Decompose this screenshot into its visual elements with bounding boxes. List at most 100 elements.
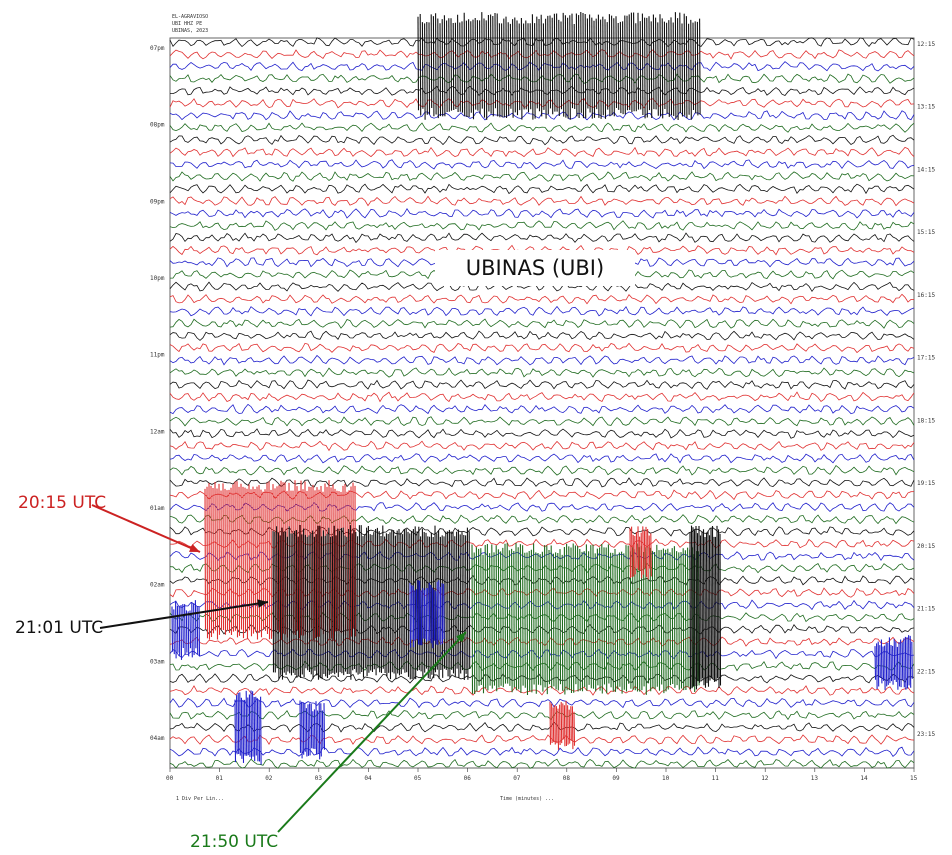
trace-line bbox=[169, 171, 915, 182]
header-line-1: EL-AGRAVIOSO bbox=[172, 14, 209, 20]
burst-red-3 bbox=[629, 526, 652, 580]
trace-line bbox=[169, 330, 915, 341]
x-tick-label: 14 bbox=[860, 775, 868, 782]
y-right-tick-label: 18:15 bbox=[917, 417, 935, 424]
plot-frame bbox=[169, 37, 915, 769]
trace-line bbox=[169, 146, 915, 158]
callout-arrows bbox=[91, 504, 467, 833]
y-right-tick-label: 23:15 bbox=[917, 731, 935, 738]
trace-line bbox=[169, 465, 915, 476]
callout-2101: 21:01 UTC bbox=[15, 618, 104, 638]
trace-line bbox=[169, 526, 915, 537]
callout-2015: 20:15 UTC bbox=[18, 493, 107, 513]
trace-line bbox=[169, 208, 915, 219]
arrow-2101-head bbox=[257, 599, 268, 608]
y-right-tick-label: 22:15 bbox=[917, 668, 935, 675]
header-info: EL-AGRAVIOSO UBI HHZ PE UBINAS, 2023 bbox=[172, 14, 208, 35]
trace-line bbox=[169, 709, 915, 721]
callout-2150: 21:50 UTC bbox=[190, 832, 279, 852]
y-left-tick-label: 10pm bbox=[150, 275, 165, 282]
y-axis-left-ticks: 07pm 08pm 09pm 10pm 11pm 12am 01am 02am 03am 04am bbox=[150, 45, 165, 742]
arrow-2015-head bbox=[189, 544, 200, 552]
trace-line bbox=[169, 636, 915, 647]
y-right-tick-label: 17:15 bbox=[917, 355, 935, 362]
trace-line bbox=[169, 318, 915, 329]
trace-line bbox=[169, 758, 915, 769]
trace-line bbox=[169, 342, 915, 354]
x-tick-label: 12 bbox=[761, 775, 769, 782]
x-tick-label: 01 bbox=[216, 775, 224, 782]
trace-line bbox=[169, 37, 915, 48]
trace-line bbox=[169, 122, 915, 133]
trace-line bbox=[169, 599, 915, 611]
y-left-tick-label: 07pm bbox=[150, 45, 165, 52]
y-left-tick-label: 02am bbox=[150, 582, 165, 589]
arrow-2015 bbox=[91, 504, 201, 553]
burst-black-2 bbox=[689, 525, 722, 690]
y-left-tick-label: 08pm bbox=[150, 122, 165, 129]
trace-line bbox=[169, 477, 915, 488]
burst-blue-1 bbox=[409, 580, 445, 649]
y-right-tick-label: 20:15 bbox=[917, 543, 935, 550]
y-right-tick-label: 15:15 bbox=[917, 229, 935, 236]
y-right-tick-label: 13:15 bbox=[917, 104, 935, 111]
trace-line bbox=[169, 746, 915, 758]
burst-red-2 bbox=[549, 700, 576, 750]
trace-line bbox=[169, 440, 915, 452]
burst-blue-2 bbox=[234, 690, 262, 765]
trace-line bbox=[169, 685, 915, 696]
footer-center: Time (minutes) ... bbox=[500, 796, 555, 802]
burst-top-black bbox=[417, 12, 701, 120]
arrow-2101 bbox=[99, 601, 269, 629]
y-left-tick-label: 03am bbox=[150, 658, 165, 665]
header-line-2: UBI HHZ PE bbox=[172, 21, 203, 27]
y-right-tick-label: 12:15 bbox=[917, 41, 935, 48]
x-axis-ticks: 00 01 02 03 04 05 06 07 08 09 10 11 12 13 14 15 bbox=[166, 768, 918, 782]
trace-line bbox=[169, 232, 915, 244]
arrow-2150 bbox=[277, 631, 467, 833]
burst-blue-3 bbox=[299, 700, 326, 760]
trace-line bbox=[169, 428, 915, 439]
trace-line bbox=[169, 244, 915, 256]
x-tick-label: 05 bbox=[414, 775, 422, 782]
trace-line bbox=[169, 502, 915, 513]
header-line-3: UBINAS, 2023 bbox=[172, 28, 209, 34]
y-left-tick-label: 12am bbox=[150, 428, 165, 435]
event-bursts bbox=[171, 12, 913, 765]
y-left-tick-label: 09pm bbox=[150, 198, 165, 205]
x-tick-label: 04 bbox=[364, 775, 372, 782]
trace-line bbox=[169, 159, 915, 170]
station-label: UBINAS (UBI) bbox=[435, 250, 635, 286]
footer-left: 1 Div Per Lin... bbox=[176, 796, 225, 802]
y-left-tick-label: 04am bbox=[150, 735, 165, 742]
trace-line bbox=[169, 293, 915, 305]
y-right-tick-label: 21:15 bbox=[917, 606, 935, 613]
trace-line bbox=[169, 734, 915, 746]
trace-line bbox=[169, 648, 915, 660]
x-tick-label: 11 bbox=[712, 775, 720, 782]
x-tick-label: 02 bbox=[265, 775, 273, 782]
y-axis-right-ticks: 12:15 13:15 14:15 15:15 16:15 17:15 18:15 19:15… bbox=[917, 41, 935, 738]
trace-line bbox=[169, 183, 915, 195]
trace-line bbox=[169, 416, 915, 427]
x-tick-label: 03 bbox=[315, 775, 323, 782]
trace-line bbox=[169, 403, 915, 415]
trace-line bbox=[169, 489, 915, 501]
x-tick-label: 10 bbox=[662, 775, 670, 782]
y-right-tick-label: 19:15 bbox=[917, 480, 935, 487]
trace-line bbox=[169, 379, 915, 390]
trace-line bbox=[169, 305, 915, 317]
trace-line bbox=[169, 61, 915, 72]
trace-line bbox=[169, 49, 915, 60]
trace-line bbox=[169, 134, 915, 146]
burst-black-2101 bbox=[272, 525, 471, 680]
trace-line bbox=[169, 721, 915, 733]
trace-line bbox=[169, 195, 915, 207]
x-tick-label: 08 bbox=[563, 775, 571, 782]
y-right-tick-label: 16:15 bbox=[917, 292, 935, 299]
trace-line bbox=[169, 220, 915, 231]
trace-line bbox=[169, 538, 915, 549]
x-tick-label: 09 bbox=[612, 775, 620, 782]
trace-line bbox=[169, 354, 915, 366]
arrow-2150-head bbox=[455, 632, 466, 643]
